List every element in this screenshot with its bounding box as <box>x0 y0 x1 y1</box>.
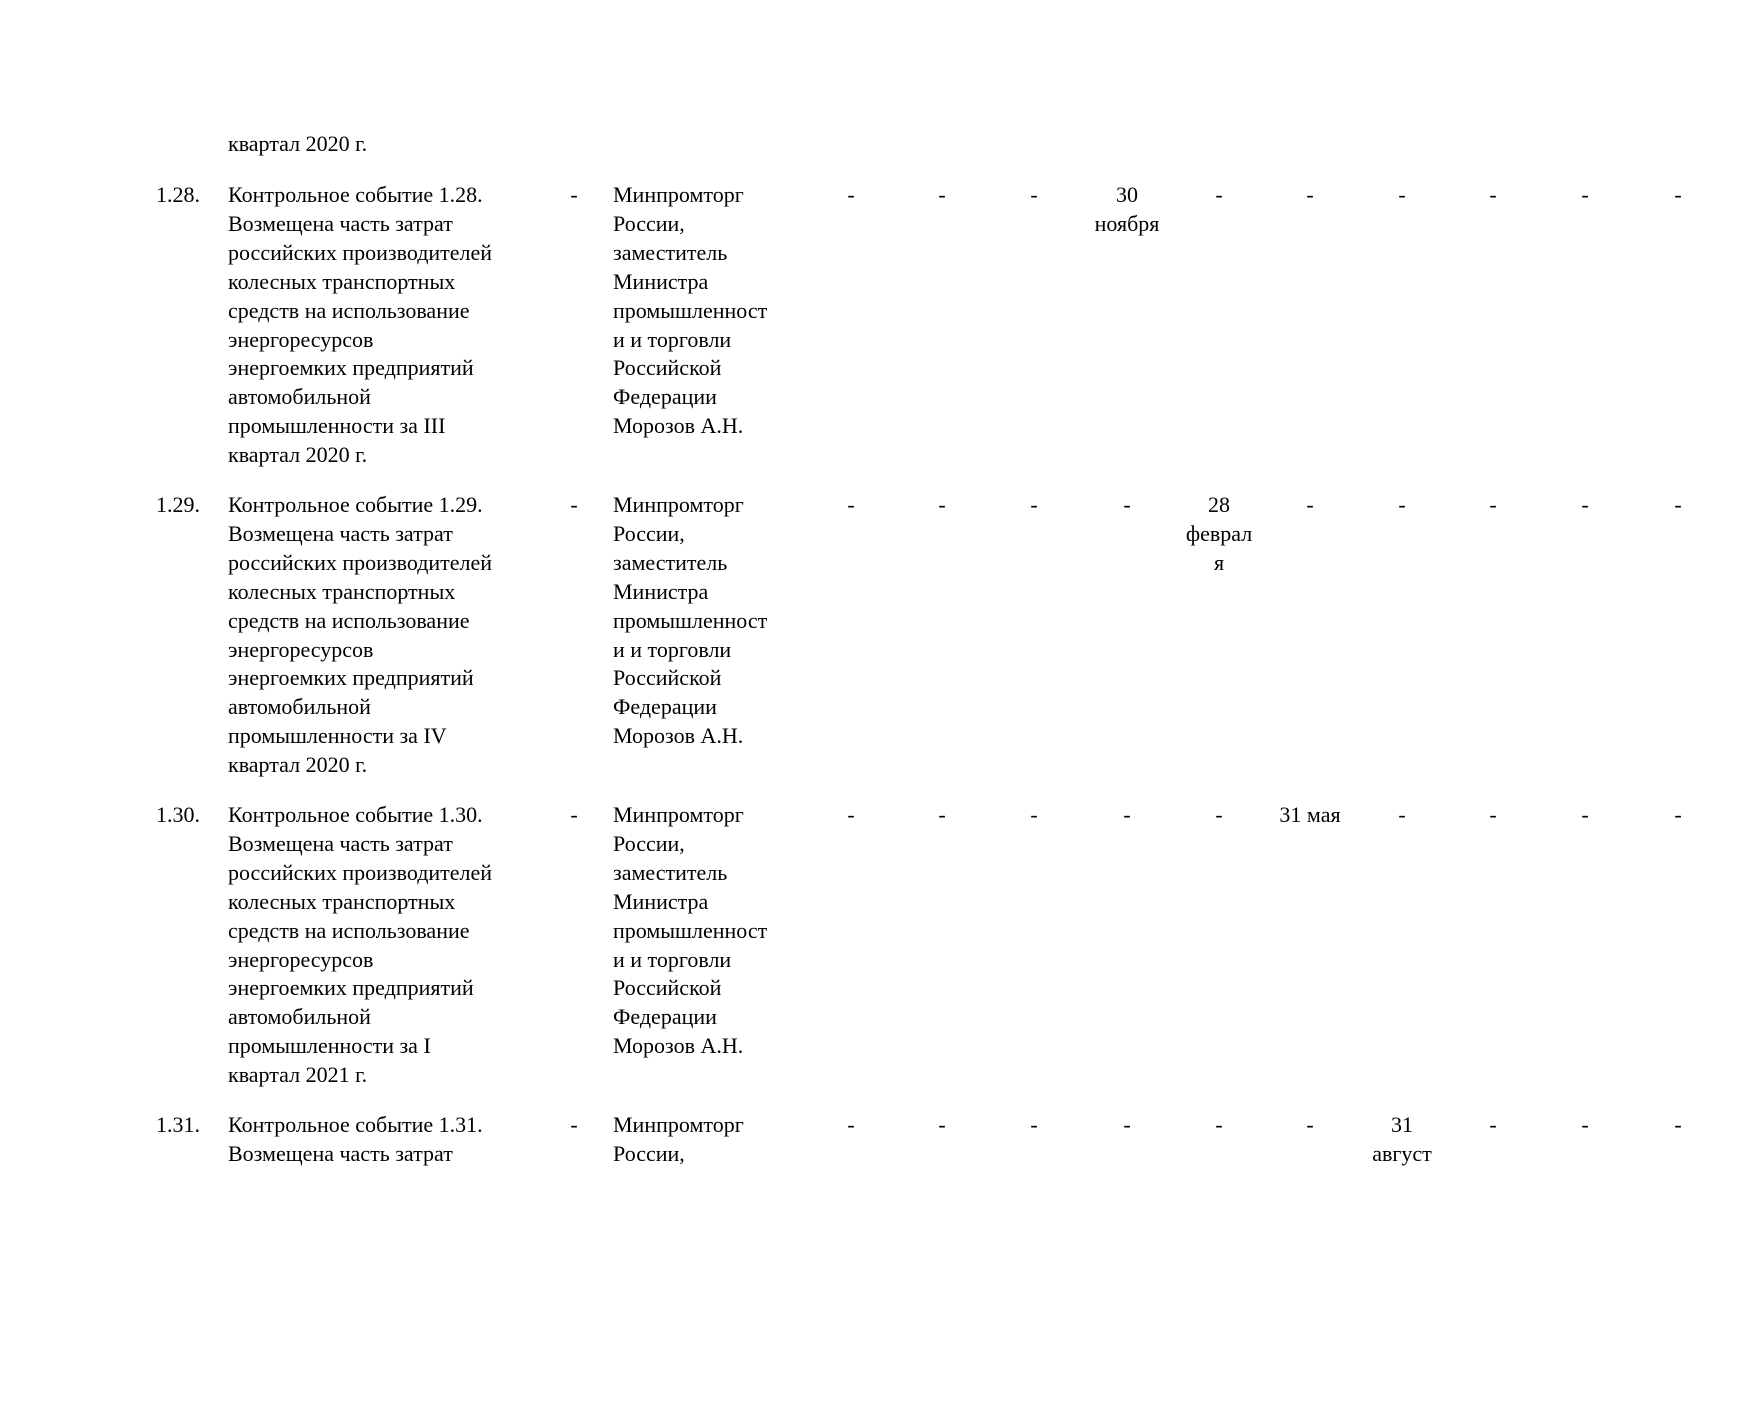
date-cell: - <box>1489 1112 1497 1137</box>
date-cell: - <box>1306 492 1314 517</box>
date-cell: - <box>1581 802 1589 827</box>
date-cell: 30 ноября <box>1094 182 1160 236</box>
date-cell: - <box>1489 182 1497 207</box>
date-cell: - <box>1123 1112 1131 1137</box>
date-cell: - <box>847 182 855 207</box>
table-row: 1.30. Контрольное событие 1.30. Возмещена… <box>0 801 1754 1101</box>
date-cell: - <box>1674 1112 1682 1137</box>
date-cell: - <box>1581 1112 1589 1137</box>
date-cell: - <box>1123 492 1131 517</box>
date-cell: - <box>1489 492 1497 517</box>
date-cell: - <box>1306 1112 1314 1137</box>
event-name: Контрольное событие 1.28. Возмещена част… <box>228 182 493 468</box>
table-row: 1.29. Контрольное событие 1.29. Возмещена… <box>0 491 1754 791</box>
row-number: 1.28. <box>156 182 200 207</box>
continued-event-name: квартал 2020 г. <box>228 131 368 156</box>
date-cell: - <box>1030 802 1038 827</box>
date-cell: - <box>1674 802 1682 827</box>
column-3-value: - <box>570 802 578 827</box>
date-cell: - <box>1030 1112 1038 1137</box>
date-cell: - <box>1215 802 1223 827</box>
date-cell: - <box>1674 182 1682 207</box>
date-cell: 31 мая <box>1279 802 1341 827</box>
date-cell: - <box>847 802 855 827</box>
date-cell: - <box>1306 182 1314 207</box>
table-row: 1.28. Контрольное событие 1.28. Возмещена… <box>0 181 1754 481</box>
date-cell: - <box>1581 492 1589 517</box>
date-cell: - <box>1215 1112 1223 1137</box>
column-3-value: - <box>570 1112 578 1137</box>
table-row: 1.31. Контрольное событие 1.31. Возмещена… <box>0 1111 1754 1411</box>
date-cell: - <box>1581 182 1589 207</box>
responsible: Минпромторг России, заместитель Министра… <box>613 182 768 439</box>
event-name: Контрольное событие 1.31. Возмещена част… <box>228 1112 483 1166</box>
row-number: 1.29. <box>156 492 200 517</box>
date-cell: - <box>847 1112 855 1137</box>
date-cell: - <box>847 492 855 517</box>
column-3-value: - <box>570 182 578 207</box>
date-cell: - <box>1398 802 1406 827</box>
date-cell: - <box>1674 492 1682 517</box>
responsible: Минпромторг России, заместитель Министра… <box>613 802 768 1059</box>
date-cell: - <box>1215 182 1223 207</box>
date-cell: - <box>1398 492 1406 517</box>
date-cell: - <box>1030 182 1038 207</box>
column-3-value: - <box>570 492 578 517</box>
responsible: Минпромторг России, заместитель Министра… <box>613 492 768 749</box>
row-number: 1.30. <box>156 802 200 827</box>
date-cell: 31 август <box>1372 1112 1432 1166</box>
date-cell: - <box>1030 492 1038 517</box>
event-name: Контрольное событие 1.29. Возмещена част… <box>228 492 493 778</box>
date-cell: - <box>938 492 946 517</box>
date-cell: 28 феврал я <box>1185 492 1253 575</box>
date-cell: - <box>1398 182 1406 207</box>
date-cell: - <box>1123 802 1131 827</box>
event-name: Контрольное событие 1.30. Возмещена част… <box>228 802 493 1088</box>
responsible: Минпромторг России, <box>613 1112 744 1166</box>
date-cell: - <box>938 182 946 207</box>
row-number: 1.31. <box>156 1112 200 1137</box>
date-cell: - <box>1489 802 1497 827</box>
date-cell: - <box>938 802 946 827</box>
date-cell: - <box>938 1112 946 1137</box>
